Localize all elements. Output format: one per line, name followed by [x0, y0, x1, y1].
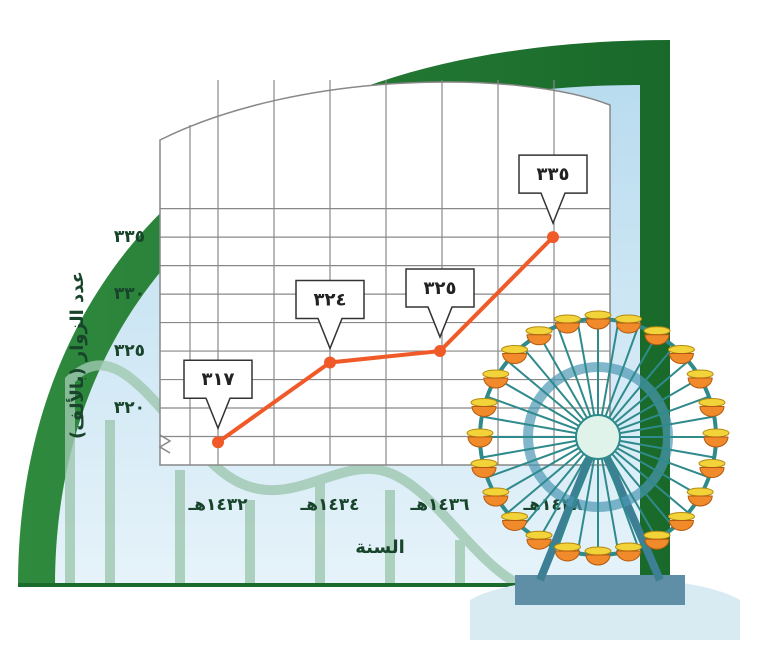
gondola: [502, 353, 528, 365]
gondola-top: [470, 459, 498, 469]
gondola: [644, 334, 670, 346]
ground-line: [18, 583, 528, 587]
gondola: [703, 436, 729, 448]
chart-title: مدينة الألعاب: [355, 36, 476, 59]
value-label: ٣٢٥: [424, 278, 457, 299]
gondola: [616, 550, 642, 562]
gondola-top: [584, 310, 612, 320]
gondola: [687, 377, 713, 389]
callout: [405, 268, 475, 340]
gondola-top: [686, 369, 714, 379]
gondola: [483, 377, 509, 389]
x-tick-label: ١٤٣٦هـ: [409, 495, 469, 515]
value-label: ٣١٧: [202, 369, 235, 390]
gondola-top: [553, 314, 581, 324]
gondola: [554, 550, 580, 562]
gondola: [471, 467, 497, 479]
callout: [295, 279, 365, 351]
gondola-top: [466, 428, 494, 438]
x-tick-label: ١٤٣٢هـ: [187, 495, 248, 515]
gondola: [526, 538, 552, 550]
gondola-top: [525, 326, 553, 336]
line: [216, 235, 555, 444]
gondola: [585, 318, 611, 330]
gondola: [687, 495, 713, 507]
gondola-top: [615, 542, 643, 552]
gondola-top: [698, 397, 726, 407]
gondola: [699, 467, 725, 479]
gondola: [554, 322, 580, 334]
axis-break: [158, 434, 172, 454]
x-axis-label: السنة: [355, 537, 405, 558]
point: [434, 345, 446, 358]
gondola: [644, 538, 670, 550]
gondola: [616, 322, 642, 334]
gondola-top: [553, 542, 581, 552]
x-tick-label: ١٤٣٤هـ: [299, 495, 359, 515]
gondola-top: [698, 459, 726, 469]
gondola: [467, 436, 493, 448]
gondola-top: [643, 326, 671, 336]
y-tick-label: ٣٢٠: [114, 398, 145, 418]
gondola-top: [584, 546, 612, 556]
gondola: [502, 519, 528, 531]
y-tick-label: ٣٣٥: [114, 227, 145, 247]
gondola-top: [470, 397, 498, 407]
callout: [183, 359, 253, 431]
y-tick-label: ٣٣٠: [114, 284, 145, 304]
point: [547, 231, 559, 244]
point: [324, 356, 336, 369]
coaster: [65, 360, 523, 590]
value-label: ٣٢٤: [314, 289, 347, 310]
callout: [518, 154, 588, 226]
gondola-top: [686, 487, 714, 497]
y-axis-label: عدد الزوار (بالألف): [66, 271, 88, 439]
gondola: [483, 495, 509, 507]
gondola: [471, 405, 497, 417]
gondola-top: [667, 345, 695, 355]
point: [212, 436, 224, 449]
value-label: ٣٣٥: [537, 164, 570, 185]
gondola-top: [501, 511, 529, 521]
wheel-hub: [575, 414, 621, 460]
gondola: [585, 554, 611, 566]
gondola: [526, 334, 552, 346]
gondola-top: [525, 530, 553, 540]
gondola-top: [643, 530, 671, 540]
gondola: [668, 353, 694, 365]
ferris-wheel: [466, 310, 740, 640]
gondola-top: [482, 487, 510, 497]
gondola-top: [615, 314, 643, 324]
gondola-top: [667, 511, 695, 521]
gondola-top: [702, 428, 730, 438]
gondola-top: [501, 345, 529, 355]
gondola: [699, 405, 725, 417]
gondola-top: [482, 369, 510, 379]
y-tick-label: ٣٢٥: [114, 341, 145, 361]
gondola: [668, 519, 694, 531]
